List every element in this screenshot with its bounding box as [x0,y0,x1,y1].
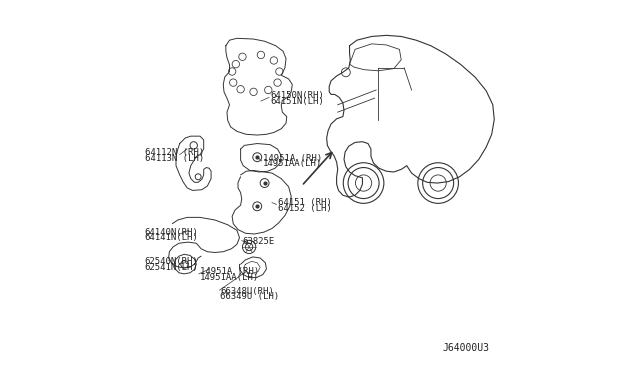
Text: 14951A (RH): 14951A (RH) [263,154,322,163]
Text: 64141N(LH): 64141N(LH) [145,233,198,242]
Text: 62540N(RH): 62540N(RH) [145,257,198,266]
Text: 64112N (RH): 64112N (RH) [145,148,204,157]
Text: 63825E: 63825E [243,237,275,246]
Text: 14951AA(LH): 14951AA(LH) [263,159,322,169]
Text: 14951A (RH): 14951A (RH) [200,267,259,276]
Text: 66349U (LH): 66349U (LH) [220,292,280,301]
Text: J64000U3: J64000U3 [443,343,490,353]
Text: 64150N(RH): 64150N(RH) [270,91,324,100]
Text: 14951AA(LH): 14951AA(LH) [200,273,259,282]
Text: 64140N(RH): 64140N(RH) [145,228,198,237]
Text: 64152 (LH): 64152 (LH) [278,203,332,213]
Text: 66348U(RH): 66348U(RH) [220,287,274,296]
Text: 64151 (RH): 64151 (RH) [278,198,332,207]
Text: 64113N (LH): 64113N (LH) [145,154,204,163]
Text: 62541N(LH): 62541N(LH) [145,263,198,272]
Text: 64151N(LH): 64151N(LH) [270,97,324,106]
